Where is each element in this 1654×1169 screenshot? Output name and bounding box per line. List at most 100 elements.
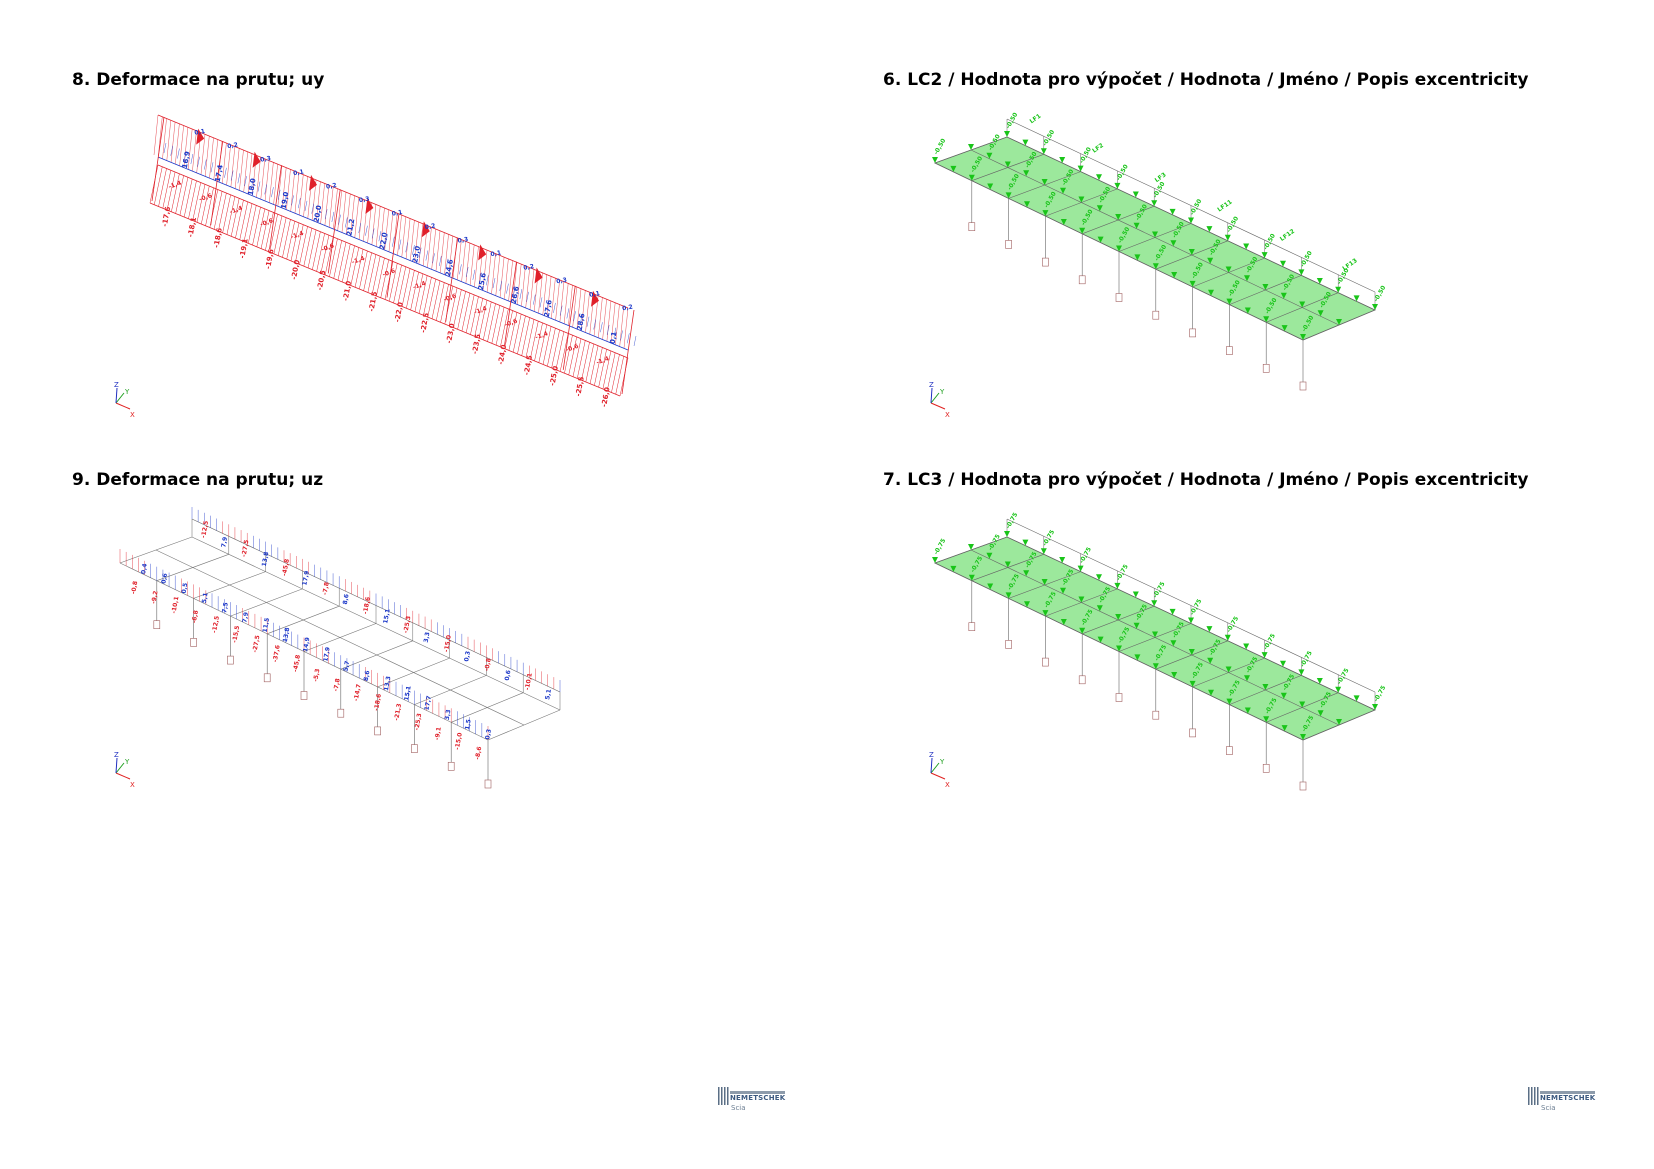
- deformation-hatch: [226, 144, 231, 185]
- deformation-hatch: [512, 314, 522, 353]
- deformation-hatch: [354, 249, 364, 288]
- support-icon: [1115, 693, 1123, 702]
- deformation-hatch: [435, 230, 441, 271]
- deformation-hatch: [183, 127, 189, 168]
- deformation-arrow-icon: [478, 244, 487, 261]
- deformation-hatch: [440, 232, 445, 273]
- deformation-hatch: [585, 343, 595, 383]
- deformation-hatch: [580, 313, 583, 324]
- uz-red-label: -14,7: [353, 683, 363, 701]
- deformation-hatch: [610, 302, 616, 343]
- load-value-label: -0,75: [1189, 598, 1204, 616]
- deformation-hatch: [312, 231, 321, 270]
- load-arrow-icon: [1263, 716, 1270, 723]
- deformation-hatch: [474, 298, 483, 337]
- uy-red-label: -1,4: [351, 255, 366, 266]
- uz-blue-label: 0,4: [140, 563, 149, 575]
- deformation-hatch: [410, 220, 415, 261]
- deformation-hatch: [538, 324, 548, 363]
- load-arrow-icon: [1263, 316, 1270, 323]
- deformation-hatch: [551, 329, 560, 368]
- frame-top-line: [1006, 518, 1376, 693]
- deformation-hatch: [572, 286, 577, 327]
- load-arrow-icon: [1207, 657, 1214, 664]
- uy-red-label: -0,6: [382, 267, 397, 278]
- uy-blue-label: 0,1: [609, 331, 619, 345]
- deformation-hatch: [230, 146, 236, 187]
- load-arrow-icon: [1280, 260, 1286, 267]
- uy-red-label: -22,0: [393, 301, 404, 322]
- uy-red-label: -0,6: [259, 217, 274, 228]
- load-arrow-icon: [1115, 614, 1122, 620]
- deformation-uz-drawing: -0,80,4-12,5-9,20,67,9-10,10,5-27,5-6,85…: [114, 507, 561, 789]
- uy-blue-label: 19,0: [280, 191, 291, 210]
- deformation-hatch: [192, 182, 201, 221]
- uy-red-label: -1,4: [168, 180, 183, 191]
- deformation-hatch: [166, 120, 172, 161]
- deformation-hatch: [495, 255, 501, 296]
- load-arrow-icon: [1189, 280, 1196, 287]
- deformation-outline: [157, 164, 629, 359]
- deformation-hatch: [175, 175, 184, 214]
- load-arrow-icon: [1116, 645, 1122, 652]
- deformation-hatch: [406, 270, 415, 309]
- deformation-hatch: [239, 150, 244, 191]
- axis-label: Z: [929, 751, 934, 759]
- deformation-hatch: [615, 304, 620, 345]
- deformation-hatch: [197, 156, 200, 167]
- cross-member: [210, 141, 224, 226]
- deformation-hatch: [277, 165, 283, 206]
- deformation-hatch: [384, 209, 389, 250]
- deformation-hatch: [459, 264, 462, 275]
- deformation-uy-drawing: -17,6 -18,1 -18,6 -19,1 -19,6 -20,0 -20,5 -21,0…: [114, 114, 637, 419]
- deformation-hatch: [333, 240, 342, 279]
- load-arrow-icon: [1244, 307, 1251, 314]
- load-arrow-icon: [987, 583, 994, 590]
- deformation-hatch: [418, 223, 424, 264]
- deformation-hatch: [244, 176, 247, 187]
- deformation-hatch: [371, 228, 375, 239]
- deformation-hatch: [239, 201, 248, 240]
- deformation-hatch: [598, 349, 607, 388]
- load-arrow-icon: [1299, 701, 1306, 708]
- deformation-hatch: [166, 171, 176, 211]
- deformation-hatch: [474, 246, 479, 287]
- nemetschek-logo-left: NEMETSCHEK Scia: [718, 1085, 798, 1113]
- deformation-hatch: [525, 319, 535, 358]
- uy-blue-label: 0,2: [622, 304, 634, 313]
- load-arrow-icon: [1041, 579, 1048, 585]
- uz-blue-label: 11,5: [262, 617, 271, 633]
- load-value-label: -0,75: [1005, 512, 1020, 530]
- uy-blue-label: 28,6: [576, 313, 587, 332]
- deformation-hatch: [606, 352, 616, 391]
- uy-red-label: -25,0: [549, 365, 560, 386]
- deformation-hatch: [401, 268, 411, 307]
- cross-member: [621, 309, 635, 395]
- deformation-hatch: [530, 321, 539, 360]
- deformation-hatch: [291, 195, 294, 206]
- deformation-hatch: [440, 284, 449, 323]
- support-icon: [968, 622, 976, 631]
- deformation-hatch: [529, 269, 535, 310]
- load-arrow-icon: [968, 544, 974, 550]
- axis-label: X: [945, 411, 950, 419]
- load-value-label: -0,75: [1299, 650, 1314, 668]
- deformation-hatch: [346, 245, 355, 284]
- deformation-hatch: [600, 322, 603, 333]
- deformation-hatch: [589, 345, 599, 384]
- uy-blue-label: 21,2: [345, 218, 356, 237]
- uz-blue-label: 1,5: [464, 719, 473, 731]
- uz-blue-label: 5,7: [343, 660, 352, 672]
- uy-blue-label: 25,6: [477, 272, 488, 291]
- deformation-hatch: [405, 218, 411, 259]
- load-arrow-icon: [1281, 325, 1288, 332]
- deformation-hatch: [448, 287, 458, 326]
- load-arrow-icon: [1226, 698, 1233, 705]
- deformation-hatch: [200, 134, 206, 175]
- uy-red-label: -1,4: [534, 330, 549, 341]
- load-arrow-icon: [1060, 218, 1067, 225]
- deformation-hatch: [281, 167, 287, 208]
- deformation-hatch: [559, 305, 563, 316]
- load-arrow-icon: [1300, 334, 1306, 340]
- deformation-hatch: [329, 238, 338, 277]
